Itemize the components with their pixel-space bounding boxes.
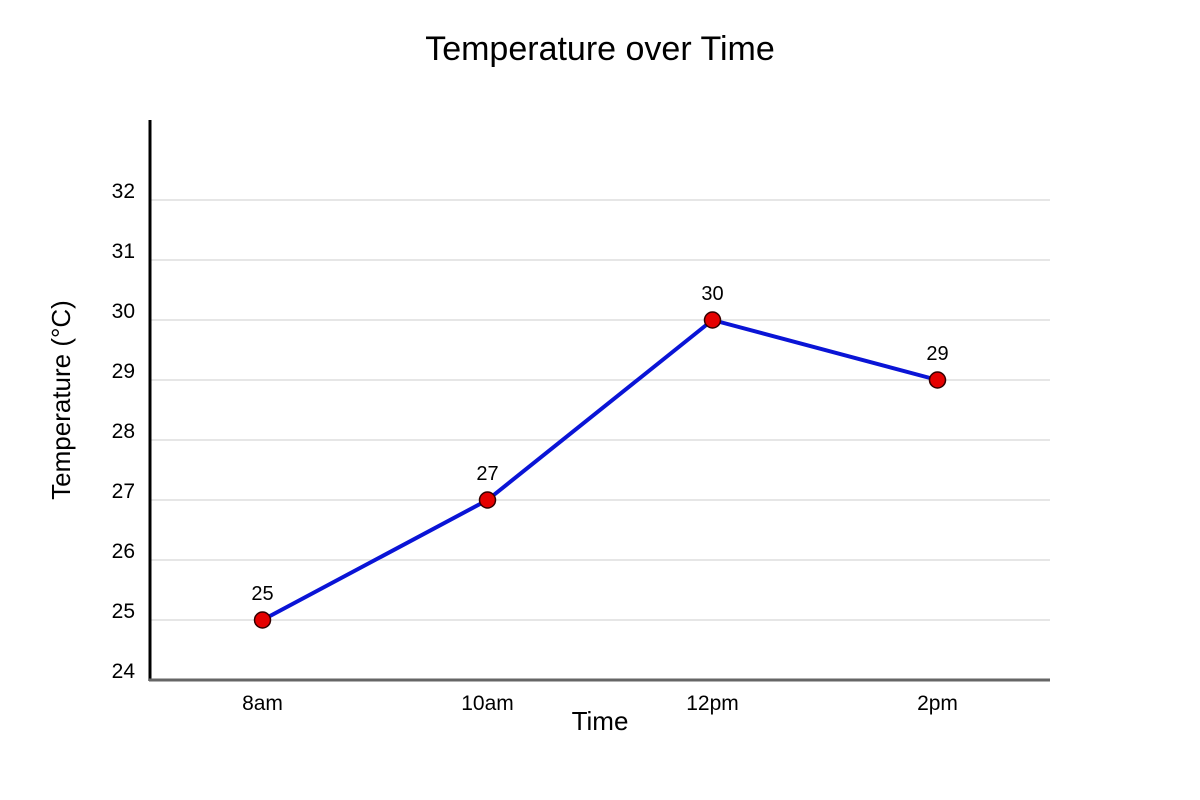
series-line — [260, 318, 940, 622]
gridlines — [150, 199, 1050, 621]
data-point — [478, 491, 497, 509]
x-tick-label: 10am — [461, 692, 514, 715]
y-tick-labels: 24 25 26 27 28 29 30 31 32 — [112, 180, 136, 683]
x-tick-label: 12pm — [686, 692, 739, 715]
y-tick-label: 26 — [112, 540, 135, 563]
y-tick-label: 28 — [112, 420, 135, 443]
y-tick-label: 27 — [112, 480, 135, 503]
data-label: 27 — [476, 463, 498, 485]
x-tick-label: 2pm — [917, 692, 958, 715]
series-layer — [253, 311, 947, 629]
data-label: 25 — [251, 583, 273, 605]
x-axis-title: Time — [572, 706, 629, 736]
y-tick-label: 31 — [112, 240, 135, 263]
data-point — [703, 311, 722, 329]
x-tick-labels: 8am 10am 12pm 2pm — [242, 692, 958, 715]
chart-title: Temperature over Time — [425, 30, 775, 68]
data-label: 29 — [926, 343, 948, 365]
data-point — [253, 611, 272, 629]
data-label: 30 — [701, 283, 723, 305]
y-axis-title: Temperature (°C) — [46, 300, 76, 500]
data-point — [928, 371, 947, 389]
x-tick-label: 8am — [242, 692, 283, 715]
y-tick-label: 29 — [112, 360, 135, 383]
y-tick-label: 30 — [112, 300, 135, 323]
y-tick-label: 25 — [112, 600, 135, 623]
y-tick-label: 32 — [112, 180, 135, 203]
data-labels: 25 27 30 29 — [251, 283, 948, 605]
y-tick-label: 24 — [112, 660, 136, 683]
